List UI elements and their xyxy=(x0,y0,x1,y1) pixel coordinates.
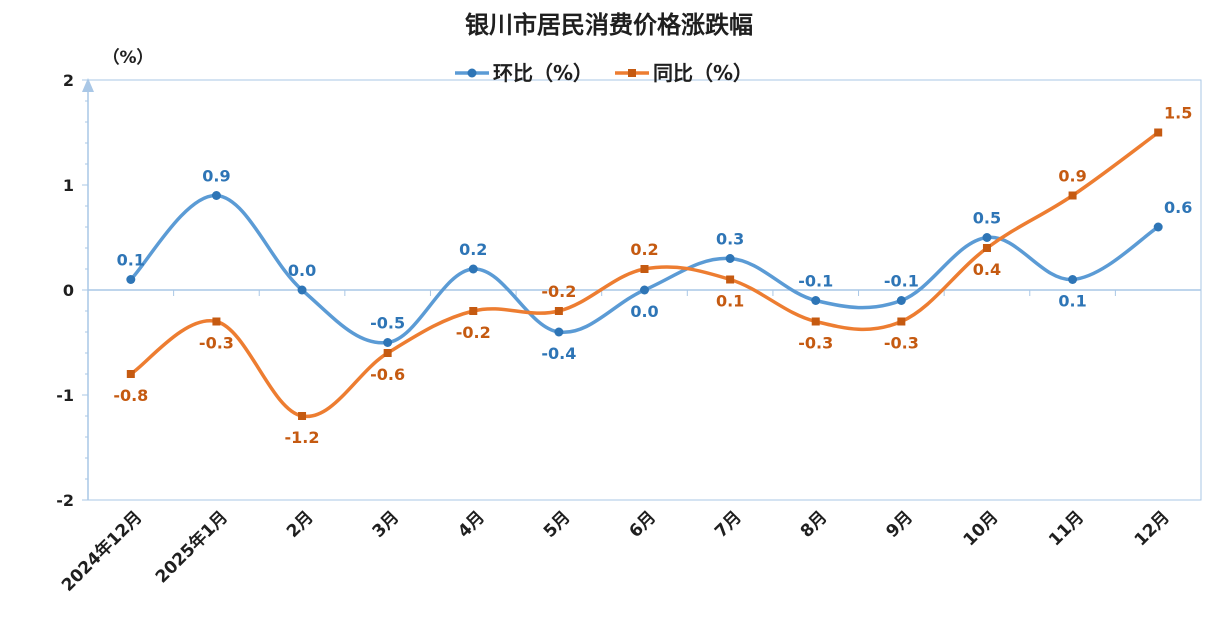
series-line-2 xyxy=(129,131,1160,419)
x-tick-label: 12月 xyxy=(1131,507,1174,550)
data-label: -0.2 xyxy=(541,282,576,301)
data-label: 0.5 xyxy=(973,209,1001,228)
x-tick-label: 2024年12月 xyxy=(57,507,146,596)
data-point xyxy=(468,264,478,274)
data-label: -0.4 xyxy=(541,344,576,363)
legend-label: 同比（%） xyxy=(653,61,753,85)
data-label: 0.3 xyxy=(716,230,744,249)
data-point xyxy=(897,317,906,326)
data-label: 0.0 xyxy=(630,302,658,321)
y-tick-label: 1 xyxy=(63,176,74,195)
data-point xyxy=(469,307,478,315)
data-point xyxy=(1068,275,1078,284)
x-tick-label: 3月 xyxy=(369,507,404,542)
x-tick-label: 4月 xyxy=(454,507,489,542)
y-tick-label: -1 xyxy=(56,386,74,405)
x-tick-label: 10月 xyxy=(960,507,1003,550)
data-point xyxy=(212,317,221,326)
x-tick-label: 2月 xyxy=(283,507,318,542)
data-point xyxy=(126,370,135,378)
data-label: 0.1 xyxy=(1058,292,1086,311)
y-axis-unit: （%） xyxy=(102,47,153,68)
data-label: -0.3 xyxy=(798,334,833,353)
data-point xyxy=(298,412,307,420)
data-label: -1.2 xyxy=(285,428,320,447)
data-label: 0.0 xyxy=(288,261,316,280)
chart-title: 银川市居民消费价格涨跌幅 xyxy=(465,11,753,39)
data-label: 0.2 xyxy=(630,240,658,259)
x-tick-label: 6月 xyxy=(625,507,660,542)
data-point xyxy=(982,244,991,252)
data-point xyxy=(725,254,735,263)
data-point xyxy=(554,327,564,337)
data-point xyxy=(1154,128,1163,137)
legend-label: 环比（%） xyxy=(493,61,593,85)
y-tick-label: 2 xyxy=(63,71,74,90)
data-point xyxy=(811,317,820,326)
data-label: -0.3 xyxy=(884,334,919,353)
data-label: 0.4 xyxy=(973,260,1001,279)
legend-marker xyxy=(628,69,636,77)
data-point xyxy=(982,233,992,242)
legend-marker xyxy=(467,68,477,78)
data-label: -0.8 xyxy=(113,386,148,405)
x-tick-label: 9月 xyxy=(882,507,917,542)
data-label: 0.1 xyxy=(117,251,145,270)
data-point xyxy=(640,265,649,273)
data-point xyxy=(1153,222,1163,232)
data-label: -0.2 xyxy=(456,323,491,342)
data-point xyxy=(726,275,735,284)
y-tick-label: 0 xyxy=(63,281,74,300)
data-point xyxy=(383,349,392,357)
data-point xyxy=(554,307,563,315)
data-label: -0.3 xyxy=(199,334,234,353)
y-axis-arrow xyxy=(82,78,94,92)
y-tick-label: -2 xyxy=(56,491,74,510)
data-label: 0.2 xyxy=(459,240,487,259)
data-point xyxy=(126,275,136,284)
data-label: 1.5 xyxy=(1164,104,1192,123)
x-tick-label: 8月 xyxy=(797,507,832,542)
x-tick-label: 11月 xyxy=(1045,507,1088,550)
data-label: 0.9 xyxy=(202,167,230,186)
data-label: 0.6 xyxy=(1164,198,1192,217)
data-label: -0.6 xyxy=(370,365,405,384)
data-point xyxy=(383,338,393,347)
data-point xyxy=(297,285,307,295)
data-label: -0.1 xyxy=(798,272,833,291)
data-point xyxy=(896,296,906,305)
data-point xyxy=(211,191,221,200)
data-point xyxy=(811,296,821,305)
data-label: -0.1 xyxy=(884,272,919,291)
data-label: -0.5 xyxy=(370,314,405,333)
data-label: 0.1 xyxy=(716,292,744,311)
x-tick-label: 2025年1月 xyxy=(151,507,232,588)
x-tick-label: 5月 xyxy=(540,507,575,542)
x-tick-label: 7月 xyxy=(711,507,746,542)
data-point xyxy=(1068,191,1077,200)
data-point xyxy=(640,285,649,295)
legend: 环比（%） 同比（%） xyxy=(455,61,753,85)
data-label: 0.9 xyxy=(1058,167,1086,186)
